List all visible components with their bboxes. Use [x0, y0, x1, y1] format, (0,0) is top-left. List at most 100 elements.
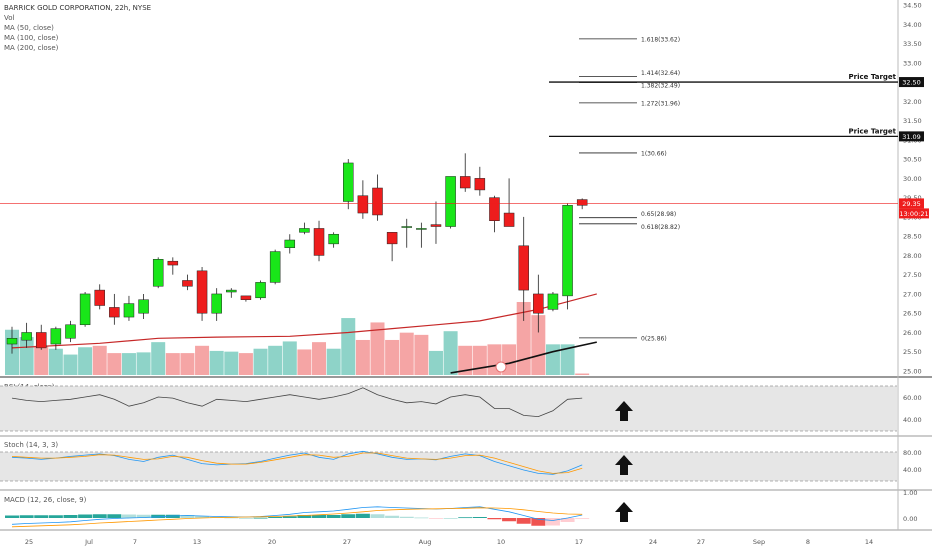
macd-histogram-bar [560, 518, 575, 522]
candle-body[interactable] [65, 324, 76, 339]
arrow-up-icon [615, 455, 633, 475]
macd-tick-1: 1.00 [903, 489, 917, 497]
candle-body[interactable] [35, 332, 47, 349]
volume-bar [370, 322, 385, 375]
candle-body[interactable] [123, 303, 135, 318]
candle-body[interactable] [152, 259, 164, 287]
candle-body[interactable] [138, 299, 149, 314]
candle-body[interactable] [50, 328, 62, 345]
candle-body[interactable] [401, 226, 412, 228]
chart-title: BARRICK GOLD CORPORATION, 22h, NYSE [4, 4, 152, 12]
candle-body[interactable] [489, 197, 500, 221]
volume-bar [209, 350, 224, 375]
candle-body[interactable] [576, 199, 588, 206]
candle-body[interactable] [386, 232, 398, 245]
candle-body[interactable] [372, 187, 383, 216]
fib-level-label: 0(25.86) [641, 335, 667, 342]
candle-body[interactable] [109, 307, 120, 318]
candle-body[interactable] [226, 289, 237, 293]
candle-body[interactable] [6, 338, 18, 345]
candle-body[interactable] [474, 178, 486, 191]
price-axis-label: 30.50 [903, 156, 922, 164]
candle-body[interactable] [94, 289, 105, 306]
price-axis-label: 25.50 [903, 348, 922, 356]
time-axis-label: 14 [865, 538, 873, 546]
macd-histogram-bar [531, 518, 546, 526]
candle-body[interactable] [284, 239, 296, 248]
price-axis-label: 33.50 [903, 40, 922, 48]
candle-body[interactable] [562, 205, 573, 297]
candle-body[interactable] [547, 293, 559, 310]
price-target-tag-text: 32.50 [902, 79, 921, 87]
candle-body[interactable] [269, 251, 281, 283]
candle-body[interactable] [357, 195, 369, 214]
candle-body[interactable] [167, 260, 179, 266]
macd-histogram-bar [151, 514, 166, 518]
candle-body[interactable] [445, 176, 456, 227]
candle-body[interactable] [343, 162, 354, 202]
price-target-tag [899, 77, 924, 88]
stoch-label: Stoch (14, 3, 3) [4, 441, 59, 449]
price-axis-label: 25.00 [903, 368, 922, 376]
macd-histogram-bar [472, 517, 487, 518]
macd-histogram-bar [545, 518, 560, 526]
candle-body[interactable] [416, 228, 427, 230]
price-axis-label: 26.00 [903, 329, 922, 337]
volume-bar [355, 339, 370, 375]
candle-body[interactable] [79, 293, 91, 326]
volume-bar [341, 318, 356, 375]
arrow-up-icon [615, 401, 633, 421]
time-axis-label: 8 [806, 538, 810, 546]
price-axis-label: 26.50 [903, 310, 922, 318]
price-axis-label: 31.50 [903, 117, 922, 125]
study-ma-200: MA (200, close) [4, 44, 59, 52]
macd-histogram-bar [297, 515, 312, 518]
countdown-tag-text: 13:00:21 [899, 210, 928, 218]
candle-body[interactable] [299, 228, 310, 233]
volume-bar [385, 339, 400, 375]
ma-line-black [450, 341, 597, 374]
candle-body[interactable] [21, 332, 32, 341]
macd-histogram-bar [180, 515, 195, 518]
rsi-tick-40: 40.00 [903, 416, 922, 424]
stoch-d-line [11, 452, 583, 474]
candle-body[interactable] [255, 282, 266, 299]
volume-bar [472, 345, 487, 375]
volume-bar [414, 334, 429, 375]
candle-body[interactable] [240, 295, 252, 300]
volume-bar [63, 354, 78, 375]
volume-bar [180, 353, 195, 375]
candle-body[interactable] [313, 228, 325, 256]
rsi-band [0, 386, 897, 431]
macd-signal-line [11, 507, 583, 528]
volume-bar [34, 345, 49, 375]
candle-body[interactable] [182, 280, 193, 287]
candle-body[interactable] [459, 176, 471, 189]
candle-body[interactable] [328, 233, 339, 245]
candle-body[interactable] [518, 245, 529, 291]
candle-body[interactable] [196, 270, 208, 314]
macd-histogram-bar [355, 513, 370, 518]
macd-histogram-bar [516, 518, 531, 524]
study-ma-50: MA (50, close) [4, 24, 54, 32]
fib-level-label: 1.618(33.62) [641, 36, 680, 43]
candle-body[interactable] [533, 293, 544, 314]
macd-histogram-bar [224, 517, 239, 519]
macd-histogram-bar [107, 514, 122, 518]
volume-bar [121, 353, 136, 375]
volume-bar [107, 353, 122, 375]
fib-level-label: 1.272(31.96) [641, 100, 680, 107]
candle-body[interactable] [430, 224, 442, 227]
candle-body[interactable] [503, 212, 515, 227]
candle-body[interactable] [211, 293, 222, 314]
earnings-icon[interactable] [495, 361, 507, 373]
time-axis-label: 17 [575, 538, 583, 546]
macd-histogram-bar [385, 515, 400, 518]
price-axis-label: 28.50 [903, 233, 922, 241]
macd-histogram-bar [34, 515, 49, 518]
price-axis-label: 33.00 [903, 59, 922, 67]
macd-histogram-bar [428, 518, 443, 519]
time-axis-label: 10 [497, 538, 505, 546]
fib-level-label: 0.618(28.82) [641, 224, 680, 231]
